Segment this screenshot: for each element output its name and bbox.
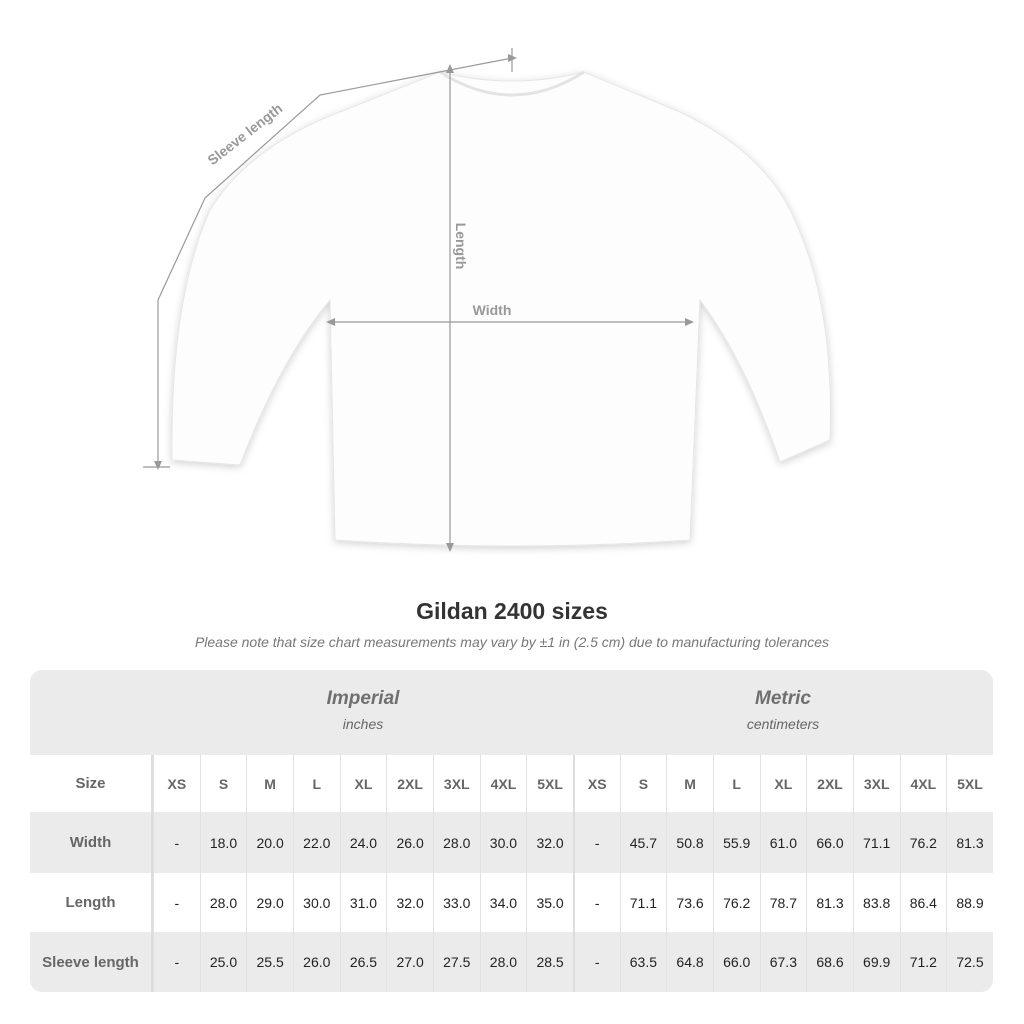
imperial-value-cell: 28.5 <box>526 932 573 992</box>
imperial-value-cell: - <box>153 932 200 992</box>
imperial-value-cell: 35.0 <box>526 873 573 932</box>
table-row: Width -18.0 20.0 22.0 24.0 26.0 28.0 30.0 32.0-4… <box>30 812 993 873</box>
imperial-value-cell: 33.0 <box>432 873 480 932</box>
size-header-cell: S <box>619 755 667 812</box>
size-header-cell: 5XL <box>946 755 993 812</box>
metric-value-cell: 67.3 <box>759 932 807 992</box>
long-sleeve-tshirt <box>171 71 831 547</box>
metric-value-cell: 83.8 <box>852 873 900 932</box>
imperial-value-cell: 31.0 <box>339 873 387 932</box>
size-header-cell: M <box>666 755 713 812</box>
metric-value-cell: 63.5 <box>619 932 667 992</box>
metric-value-cell: 71.2 <box>899 932 947 992</box>
metric-value-cell: 78.7 <box>759 873 807 932</box>
table-row: Length -28.0 29.0 30.0 31.0 32.0 33.0 34.0 35.0-… <box>30 873 993 932</box>
size-header-cell: L <box>292 755 340 812</box>
size-header-cell: 4XL <box>899 755 947 812</box>
metric-value-cell: 81.3 <box>806 873 853 932</box>
imperial-value-cell: 20.0 <box>246 812 293 873</box>
imperial-value-cell: 32.0 <box>386 873 433 932</box>
size-header-cell: M <box>246 755 293 812</box>
metric-value-cell: 64.8 <box>666 932 713 992</box>
length-label: Length <box>453 223 469 270</box>
metric-value-cell: 76.2 <box>899 812 947 873</box>
imperial-value-cell: 32.0 <box>526 812 573 873</box>
imperial-value-cell: 27.5 <box>432 932 480 992</box>
metric-value-cell: - <box>572 812 620 873</box>
size-header-cell: 3XL <box>432 755 480 812</box>
imperial-value-cell: 28.0 <box>199 873 247 932</box>
shirt-diagram: Sleeve length Length Width <box>143 48 831 552</box>
metric-value-cell: 71.1 <box>619 873 667 932</box>
imperial-value-cell: 28.0 <box>479 932 527 992</box>
metric-value-cell: - <box>572 873 620 932</box>
imperial-value-cell: 27.0 <box>386 932 433 992</box>
size-header-cell: XL <box>339 755 387 812</box>
size-header-cell: XS <box>572 755 620 812</box>
size-header-cell: XS <box>153 755 200 812</box>
metric-value-cell: 66.0 <box>806 812 853 873</box>
size-header-cell: XL <box>759 755 807 812</box>
imperial-header: Imperial inches <box>153 670 573 755</box>
metric-value-cell: 68.6 <box>806 932 853 992</box>
imperial-value-cell: 22.0 <box>292 812 340 873</box>
imperial-value-cell: 30.0 <box>479 812 527 873</box>
imperial-value-cell: 26.0 <box>386 812 433 873</box>
imperial-value-cell: 34.0 <box>479 873 527 932</box>
metric-value-cell: 86.4 <box>899 873 947 932</box>
imperial-value-cell: 24.0 <box>339 812 387 873</box>
imperial-unit: inches <box>342 716 384 732</box>
metric-value-cell: 71.1 <box>852 812 900 873</box>
imperial-value-cell: - <box>153 873 200 932</box>
size-header-cell: 2XL <box>386 755 433 812</box>
width-label: Width <box>473 302 512 318</box>
metric-value-cell: 69.9 <box>852 932 900 992</box>
imperial-value-cell: 29.0 <box>246 873 293 932</box>
metric-header: Metric centimeters <box>573 670 993 755</box>
row-label: Sleeve length <box>30 932 153 992</box>
size-header-cell: L <box>712 755 760 812</box>
sleeve-length-line <box>157 57 513 466</box>
size-header-cell: S <box>199 755 247 812</box>
imperial-value-cell: 18.0 <box>199 812 247 873</box>
size-label: Size <box>30 755 153 812</box>
imperial-value-cell: 25.5 <box>246 932 293 992</box>
row-label: Width <box>30 812 153 873</box>
size-table: Imperial inches Metric centimeters Size X… <box>30 670 993 992</box>
metric-value-cell: 81.3 <box>946 812 993 873</box>
size-header-cell: 4XL <box>479 755 527 812</box>
metric-unit: centimeters <box>746 716 820 732</box>
tolerance-note: Please note that size chart measurements… <box>194 634 830 650</box>
metric-value-cell: 73.6 <box>666 873 713 932</box>
imperial-value-cell: - <box>153 812 200 873</box>
metric-value-cell: 55.9 <box>712 812 760 873</box>
table-row: Sleeve length -25.0 25.5 26.0 26.5 27.0 27.5 28… <box>30 932 993 992</box>
size-header-cell: 3XL <box>852 755 900 812</box>
imperial-value-cell: 25.0 <box>199 932 247 992</box>
row-label: Length <box>30 873 153 932</box>
metric-heading: Metric <box>755 688 811 709</box>
page-title: Gildan 2400 sizes <box>416 598 608 624</box>
metric-value-cell: - <box>572 932 620 992</box>
imperial-value-cell: 26.5 <box>339 932 387 992</box>
imperial-value-cell: 30.0 <box>292 873 340 932</box>
metric-value-cell: 66.0 <box>712 932 760 992</box>
imperial-heading: Imperial <box>326 688 400 709</box>
metric-value-cell: 88.9 <box>946 873 993 932</box>
table-header-row: Size XS S M L XL 2XL 3XL 4XL 5XL XS S M L XL 2XL 3XL 4XL 5… <box>30 755 993 812</box>
imperial-value-cell: 26.0 <box>292 932 340 992</box>
metric-value-cell: 45.7 <box>619 812 667 873</box>
imperial-value-cell: 28.0 <box>432 812 480 873</box>
metric-value-cell: 61.0 <box>759 812 807 873</box>
metric-value-cell: 50.8 <box>666 812 713 873</box>
metric-value-cell: 72.5 <box>946 932 993 992</box>
size-header-cell: 2XL <box>806 755 853 812</box>
metric-value-cell: 76.2 <box>712 873 760 932</box>
size-header-cell: 5XL <box>526 755 573 812</box>
